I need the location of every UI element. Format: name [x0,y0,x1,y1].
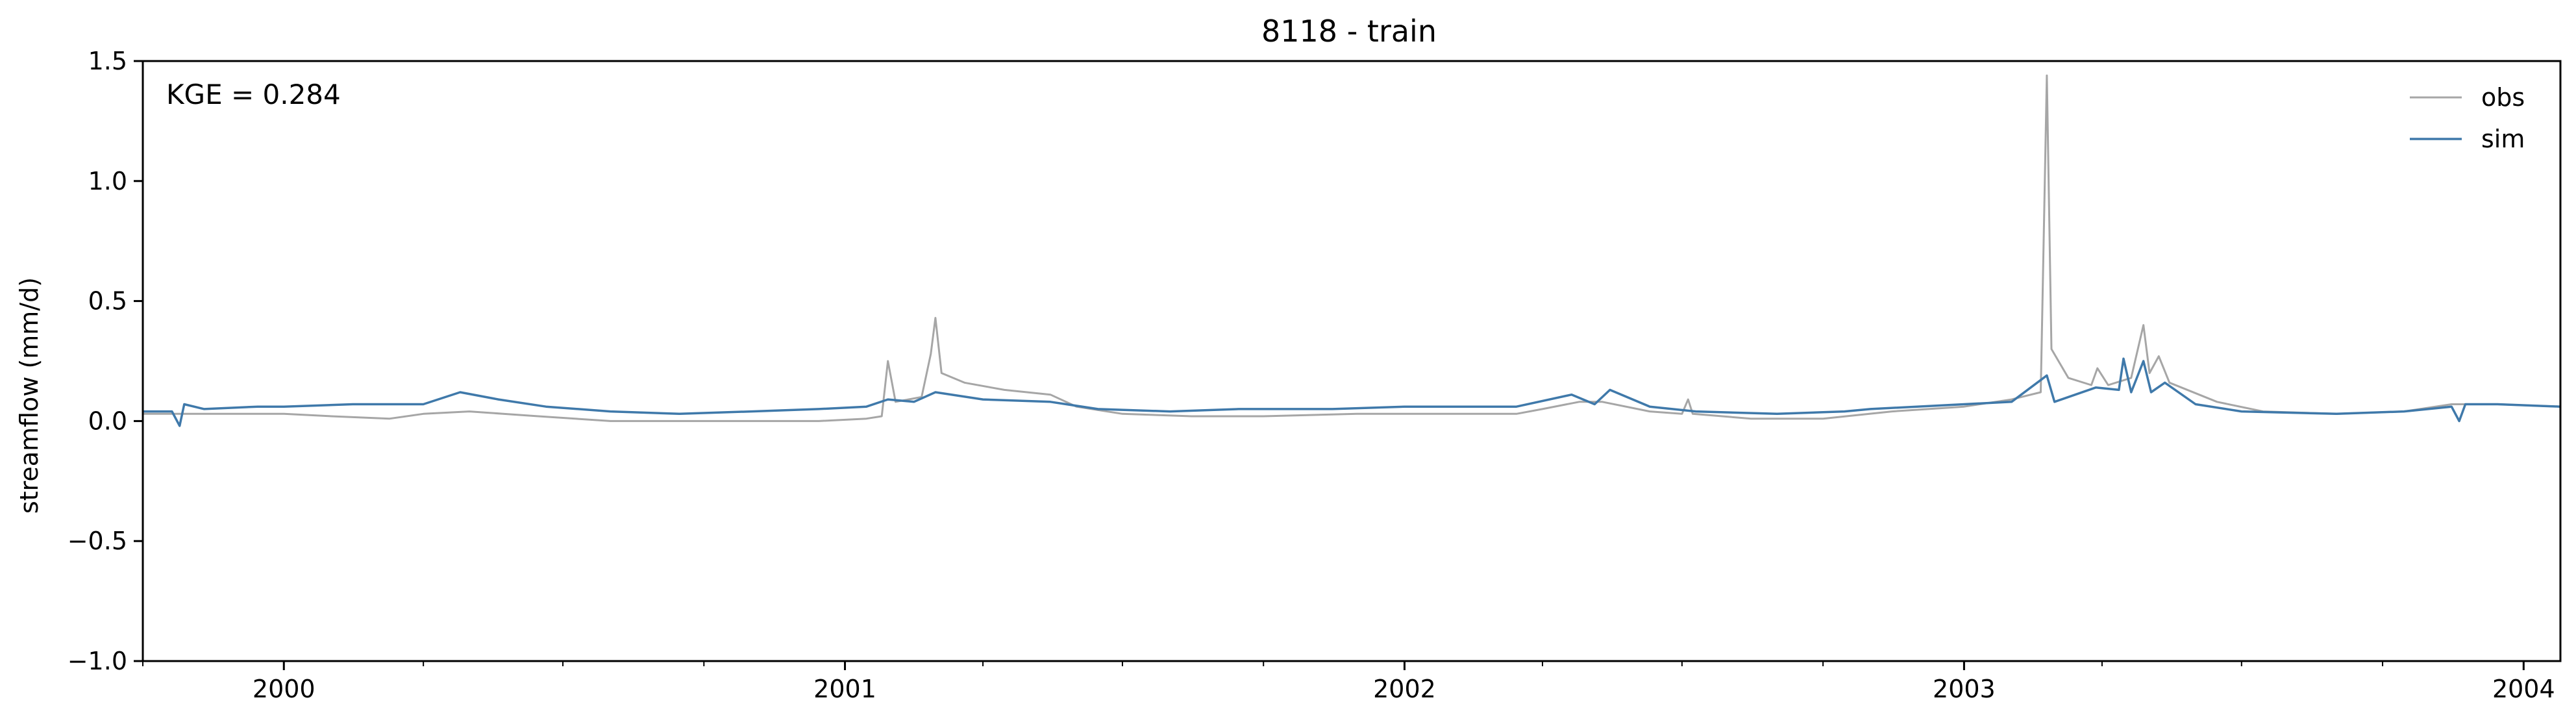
x-tick-label: 2001 [813,675,876,703]
x-tick-label: 2002 [1373,675,1436,703]
plot-frame [142,60,2562,662]
legend-label-sim: sim [2481,125,2525,153]
axes-layer: −1.0 −0.5 0.0 0.5 1.0 1.5 2000 2001 2002 2003 2004 [68,47,2555,703]
legend: obs sim [2410,83,2525,153]
series-line-sim [143,357,2561,427]
y-tick-label: 0.5 [88,287,127,316]
y-tick-label: 1.0 [88,167,127,195]
series-layer [143,74,2561,427]
series-line-obs [143,74,2561,422]
legend-label-obs: obs [2481,83,2525,112]
x-tick-label: 2004 [2492,675,2555,703]
y-tick-label: −0.5 [68,527,127,555]
y-tick-label: 0.0 [88,407,127,435]
x-tick-label: 2003 [1933,675,1996,703]
x-tick-label: 2000 [253,675,316,703]
y-tick-label: −1.0 [68,647,127,675]
kge-annotation: KGE = 0.284 [166,79,341,110]
y-axis-label: streamflow (mm/d) [15,277,43,514]
y-tick-label: 1.5 [88,47,127,75]
chart-title: 8118 - train [1261,14,1437,49]
